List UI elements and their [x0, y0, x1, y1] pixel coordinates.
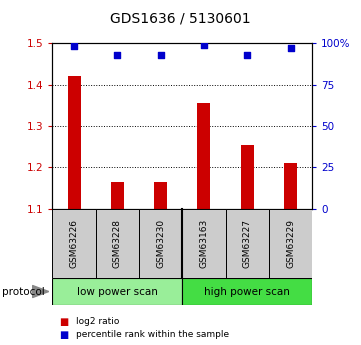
- Text: percentile rank within the sample: percentile rank within the sample: [76, 330, 229, 339]
- Text: ■: ■: [60, 317, 69, 326]
- Point: [288, 45, 293, 51]
- Point: [201, 42, 207, 48]
- Text: GSM63227: GSM63227: [243, 219, 252, 268]
- Bar: [154, 182, 167, 209]
- Polygon shape: [32, 286, 49, 297]
- Bar: [284, 163, 297, 209]
- Text: GSM63226: GSM63226: [70, 219, 78, 268]
- Text: GSM63228: GSM63228: [113, 219, 122, 268]
- Text: GSM63229: GSM63229: [286, 219, 295, 268]
- Point: [158, 52, 164, 58]
- Bar: [182, 209, 226, 278]
- Bar: [96, 209, 139, 278]
- Point: [114, 52, 120, 58]
- Bar: [241, 145, 254, 209]
- Bar: [111, 182, 124, 209]
- Text: GSM63163: GSM63163: [200, 219, 208, 268]
- Point: [244, 52, 250, 58]
- Bar: [139, 209, 182, 278]
- Bar: [269, 209, 312, 278]
- Text: log2 ratio: log2 ratio: [76, 317, 119, 326]
- Text: GSM63230: GSM63230: [156, 219, 165, 268]
- Bar: [68, 76, 81, 209]
- Text: GDS1636 / 5130601: GDS1636 / 5130601: [110, 12, 251, 26]
- Bar: [226, 209, 269, 278]
- Point: [71, 44, 77, 49]
- Bar: [52, 209, 96, 278]
- Bar: [52, 278, 182, 305]
- Text: ■: ■: [60, 330, 69, 339]
- Text: low power scan: low power scan: [77, 287, 158, 296]
- Text: high power scan: high power scan: [204, 287, 290, 296]
- Text: protocol: protocol: [2, 287, 44, 296]
- Bar: [182, 278, 312, 305]
- Bar: [197, 103, 210, 209]
